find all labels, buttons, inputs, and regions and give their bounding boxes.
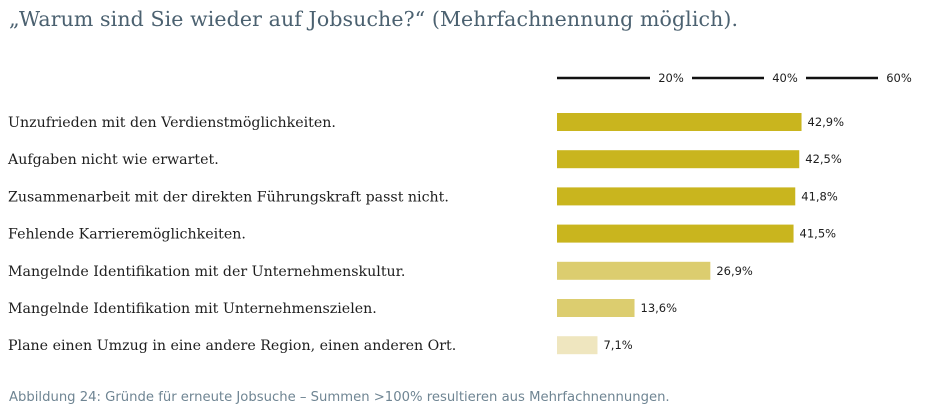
bar — [557, 261, 711, 280]
axis-tick-label: 20% — [658, 71, 684, 85]
chart-title: „Warum sind Sie wieder auf Jobsuche?“ (M… — [9, 7, 739, 31]
bar — [557, 113, 802, 131]
bar — [557, 187, 796, 206]
value-label: 26,9% — [716, 264, 753, 278]
category-label: Fehlende Karrieremöglichkeiten. — [8, 227, 246, 243]
category-label: Mangelnde Identifikation mit der Unterne… — [8, 264, 405, 280]
value-label: 41,5% — [800, 227, 837, 241]
bar — [557, 150, 800, 169]
category-label: Zusammenarbeit mit der direkten Führungs… — [8, 189, 449, 205]
category-label: Unzufrieden mit den Verdienstmöglichkeit… — [8, 115, 336, 131]
axis-tick-label: 40% — [772, 71, 798, 85]
category-label: Mangelnde Identifikation mit Unternehmen… — [8, 301, 377, 317]
value-label: 7,1% — [603, 338, 632, 352]
value-label: 42,9% — [808, 115, 845, 129]
figure-caption: Abbildung 24: Gründe für erneute Jobsuch… — [9, 390, 670, 405]
value-label: 13,6% — [641, 301, 678, 315]
category-label: Aufgaben nicht wie erwartet. — [7, 152, 219, 168]
bar — [557, 299, 635, 317]
category-label: Plane einen Umzug in eine andere Region,… — [8, 338, 456, 354]
value-label: 41,8% — [801, 189, 838, 203]
bar — [557, 336, 598, 355]
axis-tick-label: 60% — [886, 71, 912, 85]
bar — [557, 224, 794, 243]
value-label: 42,5% — [805, 152, 842, 166]
